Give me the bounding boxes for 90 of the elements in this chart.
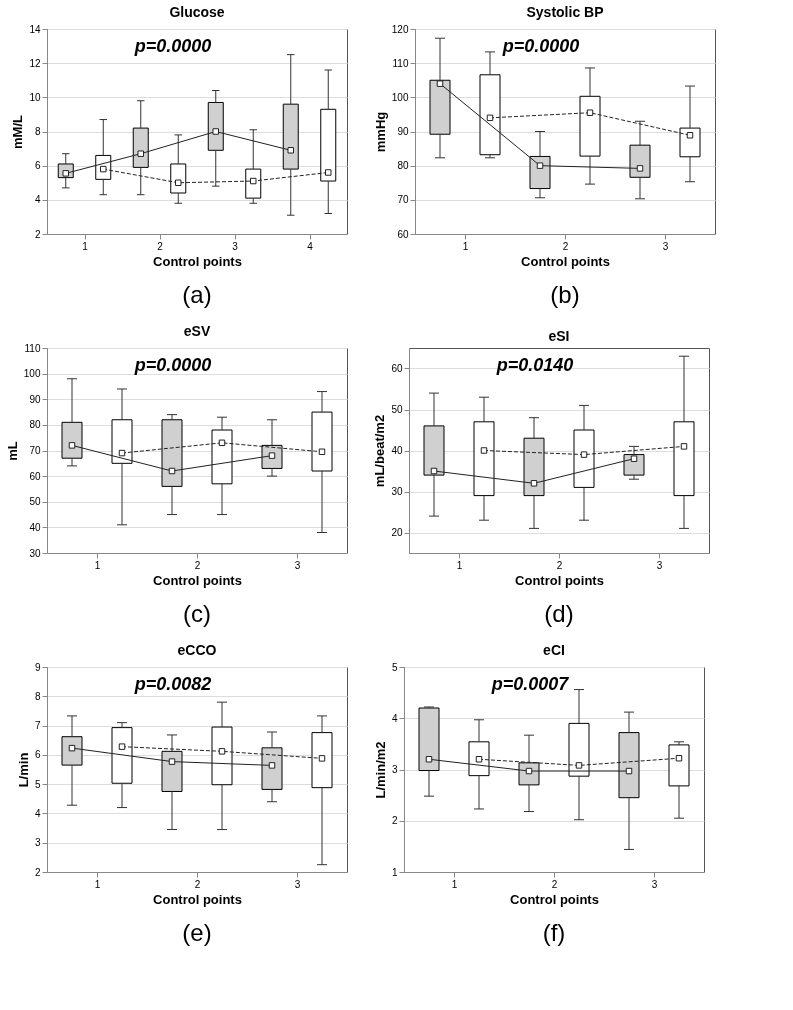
annotation: p=0.0082	[133, 674, 212, 694]
y-tick-label: 5	[391, 661, 398, 673]
x-tick-label: 3	[294, 878, 301, 890]
chart-title: Glucose	[169, 4, 225, 20]
x-tick-label: 3	[232, 240, 239, 252]
chart-title: eCCO	[177, 642, 217, 658]
y-tick-label: 3	[34, 837, 41, 849]
chart-title: eCI	[543, 642, 565, 658]
y-tick-label: 3	[391, 764, 398, 775]
y-tick-label: 1	[391, 866, 398, 878]
text: (e)	[182, 919, 212, 946]
y-tick-label: 30	[29, 547, 41, 559]
y-tick-label: 110	[392, 57, 409, 69]
y-tick-label: 5	[34, 778, 41, 790]
y-tick-label: 40	[29, 521, 41, 533]
x-axis-title: Control points	[153, 253, 242, 269]
annotation: p=0.0000	[133, 36, 212, 56]
x-tick-label: 1	[94, 559, 101, 571]
text: (d)	[544, 600, 574, 627]
y-tick-label: 60	[29, 470, 41, 482]
y-tick-label: 4	[34, 807, 41, 819]
y-tick-label: 50	[29, 496, 41, 508]
x-axis-title: Control points	[521, 253, 610, 269]
x-axis-title: Control points	[153, 891, 242, 907]
y-tick-label: 14	[29, 23, 41, 35]
annotation: p=0.0007	[490, 674, 570, 694]
x-tick-label: 2	[194, 878, 201, 890]
y-tick-label: 80	[397, 160, 409, 172]
x-tick-label: 2	[157, 240, 164, 252]
y-tick-label: 2	[391, 815, 398, 827]
x-tick-label: 2	[556, 559, 563, 571]
x-tick-label: 4	[307, 240, 314, 252]
x-tick-label: 2	[194, 559, 201, 571]
y-tick-label: 60	[397, 228, 409, 240]
y-axis-title: L/min	[15, 752, 31, 788]
y-axis-title: mM/L	[10, 114, 26, 149]
x-tick-label: 3	[662, 240, 669, 252]
text: (c)	[183, 600, 211, 627]
y-tick-label: 60	[391, 363, 403, 374]
x-tick-label: 1	[462, 240, 469, 252]
chart-title: eSV	[183, 323, 211, 339]
y-tick-label: 6	[34, 160, 41, 172]
text: (b)	[550, 281, 580, 308]
y-tick-label: 12	[29, 57, 41, 69]
y-axis-title: mL/beat/m2	[372, 414, 388, 488]
annotation: p=0.0000	[501, 36, 580, 56]
y-axis-title: mmHg	[372, 111, 388, 153]
x-tick-label: 2	[551, 878, 558, 890]
y-tick-label: 100	[391, 91, 409, 103]
y-tick-label: 120	[391, 23, 409, 35]
text: (f)	[542, 919, 566, 946]
annotation: p=0.0140	[495, 355, 574, 375]
x-tick-label: 3	[651, 878, 658, 890]
y-tick-label: 8	[34, 126, 41, 137]
x-axis-title: Control points	[153, 572, 242, 588]
chart-title: Systolic BP	[526, 4, 604, 20]
y-tick-label: 4	[391, 712, 398, 724]
y-axis-title: L/min/m2	[372, 741, 388, 799]
y-tick-label: 90	[397, 126, 409, 137]
y-tick-label: 10	[29, 91, 41, 103]
x-tick-label: 1	[94, 878, 101, 890]
y-tick-label: 9	[34, 661, 41, 673]
y-tick-label: 70	[397, 194, 409, 206]
y-tick-label: 20	[391, 527, 403, 538]
y-tick-label: 4	[34, 194, 41, 206]
x-tick-label: 1	[451, 878, 458, 890]
y-tick-label: 8	[34, 690, 41, 702]
y-tick-label: 50	[391, 404, 403, 415]
y-tick-label: 30	[391, 486, 403, 497]
y-tick-label: 2	[34, 866, 41, 878]
x-tick-label: 3	[656, 559, 663, 571]
y-tick-label: 7	[34, 720, 41, 732]
chart-title: eSI	[548, 328, 570, 344]
annotation: p=0.0000	[133, 355, 212, 375]
x-tick-label: 2	[562, 240, 569, 252]
y-tick-label: 2	[34, 228, 41, 240]
y-tick-label: 100	[23, 368, 41, 380]
y-axis-title: mL	[4, 441, 20, 461]
x-axis-title: Control points	[515, 572, 604, 588]
y-tick-label: 90	[29, 393, 41, 405]
x-tick-label: 1	[456, 559, 463, 571]
y-tick-label: 40	[391, 445, 403, 456]
y-tick-label: 70	[29, 445, 41, 456]
x-tick-label: 1	[82, 240, 89, 252]
x-axis-title: Control points	[510, 891, 599, 907]
text: (a)	[182, 281, 212, 308]
x-tick-label: 3	[294, 559, 301, 571]
y-tick-label: 110	[24, 342, 41, 354]
y-tick-label: 80	[29, 419, 41, 431]
y-tick-label: 6	[34, 749, 41, 761]
